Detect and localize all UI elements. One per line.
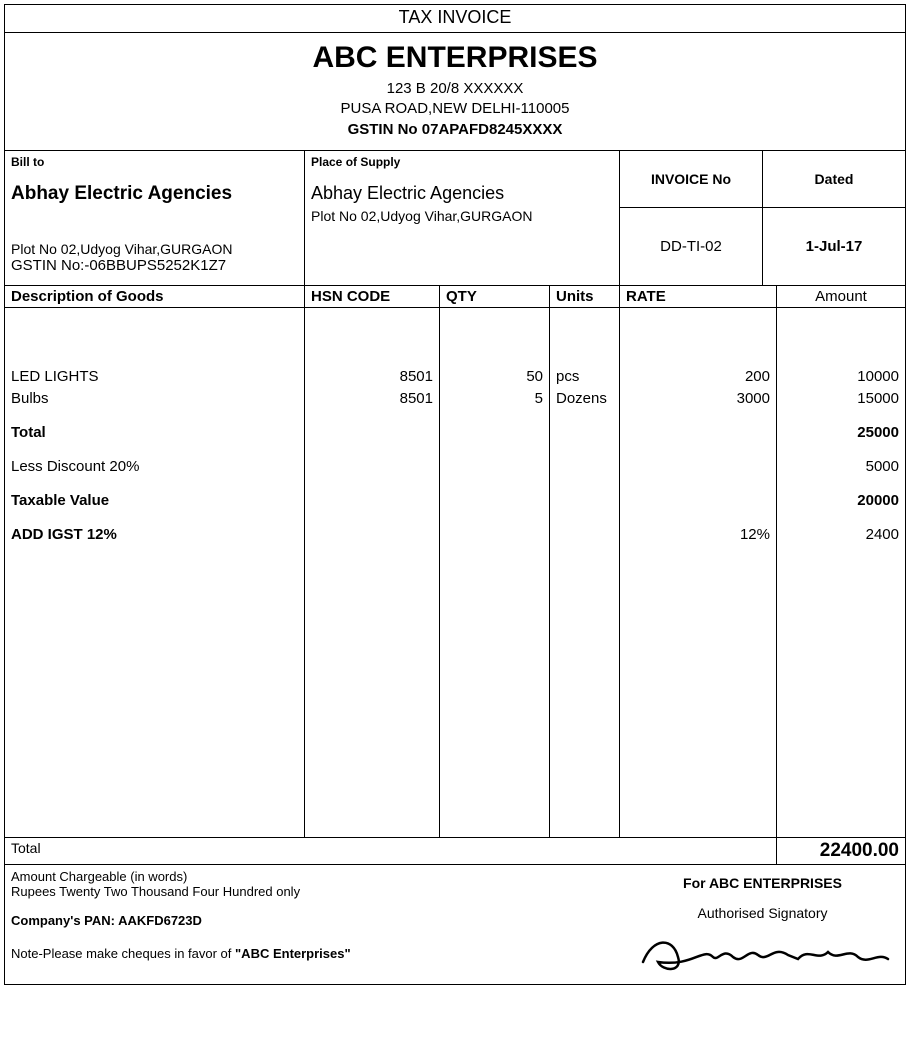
billto-block: Bill to Abhay Electric Agencies Plot No … [5,151,305,285]
invoice-no-label: INVOICE No [620,151,763,207]
company-pan: Company's PAN: AAKFD6723D [11,913,614,928]
item-qty: 50 [446,368,543,390]
footer-right: For ABC ENTERPRISES Authorised Signatory [620,865,905,984]
items-header: Description of Goods HSN CODE QTY Units … [5,285,905,307]
desc-column: LED LIGHTS Bulbs Total Less Discount 20%… [5,308,305,837]
item-hsn: 8501 [311,390,433,412]
company-header: ABC ENTERPRISES 123 B 20/8 XXXXXX PUSA R… [5,32,905,150]
rate-column: 200 3000 12% [620,308,777,837]
supply-addr: Plot No 02,Udyog Vihar,GURGAON [311,208,613,224]
qty-column: 50 5 [440,308,550,837]
billto-name: Abhay Electric Agencies [11,183,298,205]
total-amount: 25000 [783,424,899,446]
col-rate: RATE [620,286,777,307]
item-desc: LED LIGHTS [11,368,298,390]
info-row: Bill to Abhay Electric Agencies Plot No … [5,150,905,285]
col-qty: QTY [440,286,550,307]
col-hsn: HSN CODE [305,286,440,307]
item-amount: 15000 [783,390,899,412]
for-company: For ABC ENTERPRISES [626,875,899,891]
item-unit: Dozens [556,390,613,412]
cheque-note: Note-Please make cheques in favor of "AB… [11,946,614,961]
grand-total-amount: 22400.00 [777,838,905,864]
authorised-signatory-label: Authorised Signatory [626,905,899,921]
amount-column: 10000 15000 25000 5000 20000 2400 [777,308,905,837]
company-gstin: GSTIN No 07APAFD8245XXXX [5,120,905,140]
supply-name: Abhay Electric Agencies [311,183,613,204]
supply-block: Place of Supply Abhay Electric Agencies … [305,151,620,285]
discount-amount: 5000 [783,458,899,480]
igst-label: ADD IGST 12% [11,526,298,548]
grand-total-row: Total 22400.00 [5,837,905,864]
item-rate: 200 [626,368,770,390]
item-amount: 10000 [783,368,899,390]
note-prefix: Note-Please make cheques in favor of [11,946,235,961]
col-amount: Amount [777,286,905,307]
signature-icon [626,927,899,980]
supply-label: Place of Supply [311,155,613,169]
invoice-no: DD-TI-02 [620,208,763,285]
note-bold: "ABC Enterprises" [235,946,351,961]
invoice-date: 1-Jul-17 [763,208,905,285]
items-body: LED LIGHTS Bulbs Total Less Discount 20%… [5,307,905,837]
grand-total-label: Total [5,838,777,864]
col-desc: Description of Goods [5,286,305,307]
invoice-date-label: Dated [763,151,905,207]
company-addr1: 123 B 20/8 XXXXXX [5,79,905,99]
igst-rate: 12% [626,526,770,548]
company-addr2: PUSA ROAD,NEW DELHI-110005 [5,99,905,119]
company-name: ABC ENTERPRISES [5,41,905,75]
taxable-label: Taxable Value [11,492,298,514]
billto-label: Bill to [11,155,298,169]
invoice-meta: INVOICE No Dated DD-TI-02 1-Jul-17 [620,151,905,285]
amount-words: Rupees Twenty Two Thousand Four Hundred … [11,884,614,899]
total-label: Total [11,424,298,446]
item-qty: 5 [446,390,543,412]
billto-gstin: GSTIN No:-06BBUPS5252K1Z7 [11,257,298,274]
item-desc: Bulbs [11,390,298,412]
discount-label: Less Discount 20% [11,458,298,480]
amount-words-label: Amount Chargeable (in words) [11,869,614,884]
footer-left: Amount Chargeable (in words) Rupees Twen… [5,865,620,984]
billto-addr: Plot No 02,Udyog Vihar,GURGAON [11,241,298,257]
hsn-column: 8501 8501 [305,308,440,837]
document-title: TAX INVOICE [5,5,905,32]
item-rate: 3000 [626,390,770,412]
footer: Amount Chargeable (in words) Rupees Twen… [5,864,905,984]
igst-amount: 2400 [783,526,899,548]
item-unit: pcs [556,368,613,390]
item-hsn: 8501 [311,368,433,390]
unit-column: pcs Dozens [550,308,620,837]
invoice-document: TAX INVOICE ABC ENTERPRISES 123 B 20/8 X… [4,4,906,985]
col-units: Units [550,286,620,307]
taxable-amount: 20000 [783,492,899,514]
